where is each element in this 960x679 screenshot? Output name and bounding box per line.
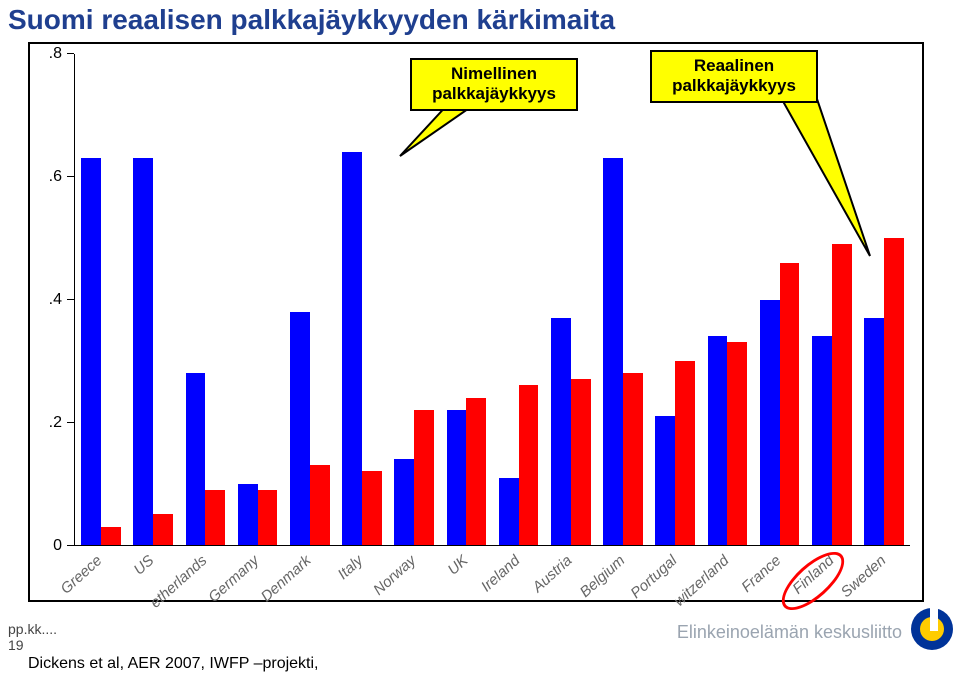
bar-reaalinen [205, 490, 225, 545]
bar-nimellinen [655, 416, 675, 545]
callout-nominal-line2: palkkajäykkyys [422, 84, 566, 104]
y-tick-mark [67, 53, 74, 54]
bar-reaalinen [727, 342, 747, 545]
y-tick-label: .8 [49, 45, 62, 63]
y-tick-mark [67, 176, 74, 177]
callout-real-line1: Reaalinen [662, 56, 806, 76]
bar-nimellinen [133, 158, 153, 545]
x-label: Austria [530, 552, 576, 596]
bar-reaalinen [519, 385, 539, 545]
y-tick-mark [67, 545, 74, 546]
chart-container: 0.2.4.6.8 GreeceUSetherlandsGermanyDenma… [28, 42, 924, 602]
y-tick-label: .4 [49, 291, 62, 309]
bar-nimellinen [603, 158, 623, 545]
callout-nominal-line1: Nimellinen [422, 64, 566, 84]
x-label: Italy [335, 552, 367, 583]
y-tick-mark [67, 299, 74, 300]
callout-real: Reaalinen palkkajäykkyys [650, 50, 818, 103]
bar-nimellinen [760, 300, 780, 546]
x-label: France [739, 552, 785, 596]
bar-reaalinen [362, 471, 382, 545]
x-label: etherlands [147, 552, 210, 612]
bar-nimellinen [394, 459, 414, 545]
y-tick-mark [67, 422, 74, 423]
bar-reaalinen [675, 361, 695, 545]
footer-meta: pp.kk.... [8, 621, 57, 637]
bar-reaalinen [884, 238, 904, 545]
source-citation: Dickens et al, AER 2007, IWFP –projekti, [28, 655, 319, 673]
x-label: UK [444, 552, 471, 579]
bar-reaalinen [258, 490, 278, 545]
bar-reaalinen [153, 514, 173, 545]
bar-reaalinen [310, 465, 330, 545]
bar-reaalinen [414, 410, 434, 545]
bar-nimellinen [342, 152, 362, 545]
bar-nimellinen [81, 158, 101, 545]
page-title: Suomi reaalisen palkkajäykkyyden kärkima… [8, 4, 615, 36]
x-label: Ireland [478, 552, 523, 595]
callout-real-line2: palkkajäykkyys [662, 76, 806, 96]
x-label: witzerland [671, 552, 733, 610]
x-label: Sweden [838, 552, 890, 601]
bar-nimellinen [499, 478, 519, 546]
bar-nimellinen [290, 312, 310, 545]
org-name: Elinkeinoelämän keskusliitto [677, 622, 902, 643]
bar-reaalinen [571, 379, 591, 545]
bar-nimellinen [447, 410, 467, 545]
bar-reaalinen [832, 244, 852, 545]
x-label: US [131, 552, 158, 579]
x-label: Germany [205, 552, 262, 606]
bar-nimellinen [864, 318, 884, 545]
y-tick-label: 0 [53, 537, 62, 555]
bar-nimellinen [551, 318, 571, 545]
y-axis: 0.2.4.6.8 [30, 54, 74, 546]
bar-reaalinen [780, 263, 800, 545]
bar-reaalinen [623, 373, 643, 545]
bar-nimellinen [238, 484, 258, 545]
x-label: Belgium [576, 552, 628, 601]
x-label: Denmark [258, 552, 315, 605]
bar-reaalinen [101, 527, 121, 545]
bar-nimellinen [186, 373, 206, 545]
bar-nimellinen [708, 336, 728, 545]
bar-reaalinen [466, 398, 486, 545]
slide-number: 19 [8, 637, 24, 653]
x-label: Greece [58, 552, 106, 598]
callout-real-tail [750, 88, 910, 268]
ek-logo-icon [910, 607, 954, 651]
bar-nimellinen [812, 336, 832, 545]
x-label: Norway [370, 552, 419, 599]
y-tick-label: .2 [49, 414, 62, 432]
callout-nominal: Nimellinen palkkajäykkyys [410, 58, 578, 111]
y-tick-label: .6 [49, 168, 62, 186]
